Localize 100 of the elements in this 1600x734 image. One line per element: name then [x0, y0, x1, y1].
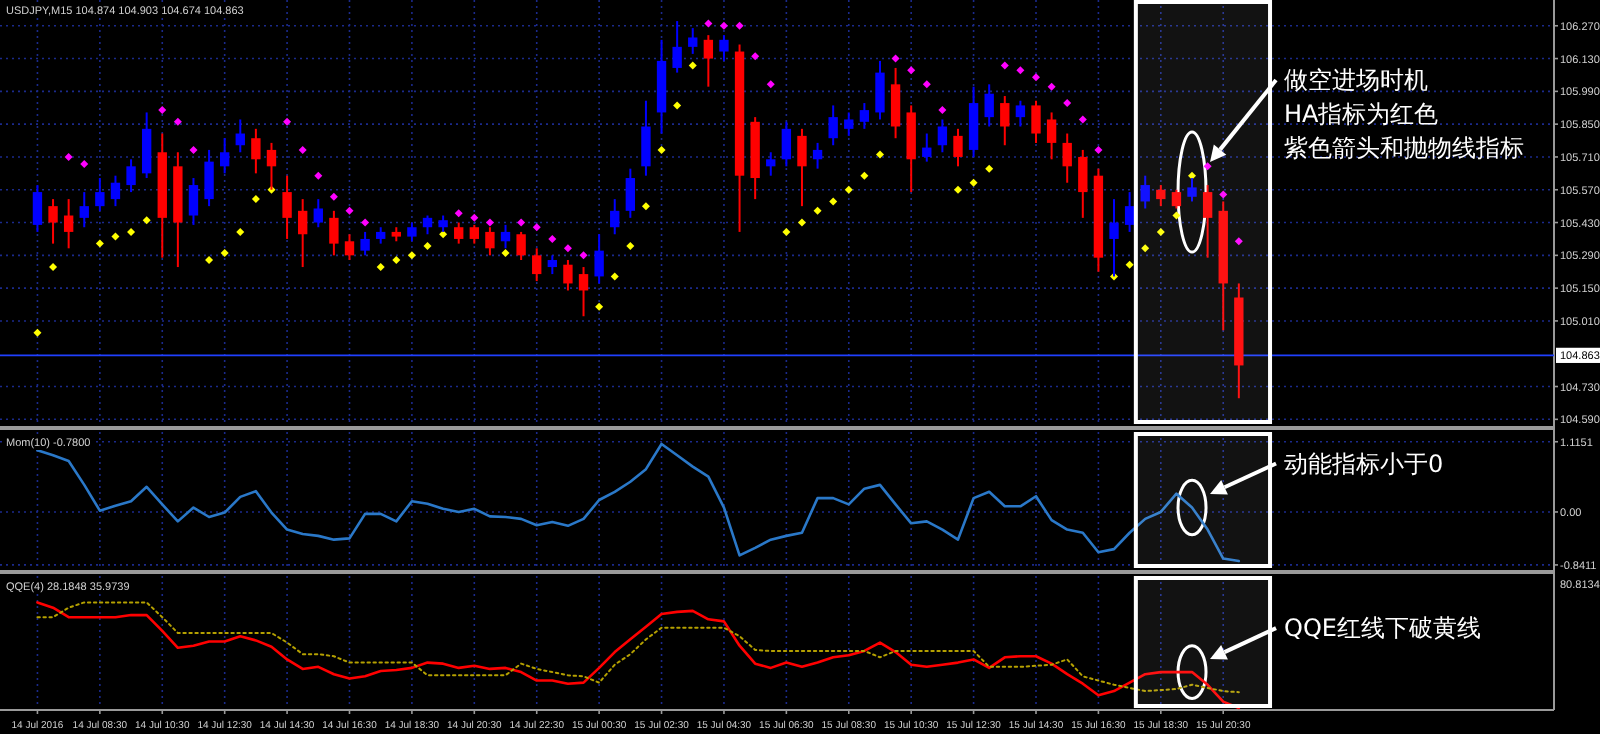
candlestick [1124, 191, 1135, 233]
candlestick [219, 137, 230, 175]
candlestick [1156, 184, 1166, 208]
point [1203, 162, 1212, 171]
point [829, 197, 838, 206]
candlestick [95, 177, 105, 212]
annotation: QQE红线下破黄线 [1284, 614, 1481, 643]
point [1063, 99, 1072, 108]
annotation: 做空进场时机 [1284, 66, 1429, 95]
candlestick [594, 233, 604, 285]
point [173, 117, 182, 126]
annotation: 动能指标小于0 [1284, 449, 1444, 478]
candlestick [672, 20, 682, 74]
point [189, 145, 198, 154]
point [657, 145, 666, 154]
candlestick [984, 83, 994, 128]
candlestick [516, 230, 526, 262]
candlestick [641, 99, 651, 177]
point [532, 223, 541, 232]
candlestick [703, 34, 714, 88]
candlestick [563, 259, 573, 292]
point [1000, 61, 1009, 70]
candlestick [906, 104, 916, 194]
point [142, 216, 151, 225]
point [439, 230, 448, 239]
candlestick [1015, 99, 1026, 128]
point [766, 80, 775, 89]
point [875, 150, 884, 159]
point [236, 227, 245, 236]
point [470, 213, 479, 222]
point [626, 241, 635, 250]
point [111, 232, 120, 241]
candlestick [625, 167, 636, 219]
point [860, 171, 869, 180]
candlestick [422, 214, 433, 236]
candlestick [1171, 188, 1182, 210]
candlestick [781, 120, 792, 168]
candlestick [344, 233, 355, 262]
candlestick [1062, 132, 1072, 184]
candlestick [532, 247, 542, 283]
point [392, 256, 401, 265]
point [95, 239, 104, 248]
candlestick [1000, 95, 1010, 147]
candlestick [48, 198, 58, 245]
point [329, 192, 338, 201]
candlestick [922, 132, 932, 163]
point [673, 101, 682, 110]
candlestick [313, 198, 323, 229]
point [376, 263, 385, 272]
candlestick [407, 221, 417, 243]
candlestick [890, 66, 901, 140]
point [423, 241, 432, 250]
point [454, 209, 463, 218]
candlestick [937, 118, 948, 154]
point [953, 185, 962, 194]
point [501, 248, 510, 257]
candlestick [875, 59, 885, 121]
point [1172, 211, 1181, 220]
point [782, 227, 791, 236]
candlestick [1109, 198, 1119, 278]
candlestick [360, 230, 370, 257]
candlestick [859, 102, 870, 130]
candlestick [188, 177, 199, 226]
candlestick [1046, 111, 1057, 161]
point [688, 61, 697, 70]
point [922, 80, 931, 89]
point [735, 21, 744, 30]
point [1156, 227, 1165, 236]
point [298, 145, 307, 154]
point [517, 218, 526, 227]
candlestick [266, 141, 277, 191]
point [938, 106, 947, 115]
candlestick [251, 127, 261, 175]
candlestick [1031, 99, 1041, 144]
candlestick [688, 27, 698, 55]
candlestick [454, 221, 464, 245]
point [158, 106, 167, 115]
point [485, 218, 494, 227]
point [548, 234, 557, 243]
point [1078, 115, 1087, 124]
candlestick [141, 111, 152, 180]
candlestick [235, 118, 245, 154]
candlestick [32, 184, 43, 233]
point [220, 248, 229, 257]
candlestick [329, 209, 339, 257]
point [127, 227, 136, 236]
candlestick [79, 191, 89, 229]
candlestick [126, 158, 136, 194]
point [283, 117, 292, 126]
point [1094, 145, 1103, 154]
point [844, 185, 853, 194]
point [361, 218, 370, 227]
point [610, 272, 619, 281]
point [595, 302, 604, 311]
point [797, 218, 806, 227]
candlestick [797, 127, 807, 208]
point [80, 159, 89, 168]
candlestick [110, 174, 121, 208]
candlestick [204, 148, 214, 208]
annotation: HA指标为红色 [1284, 100, 1439, 129]
